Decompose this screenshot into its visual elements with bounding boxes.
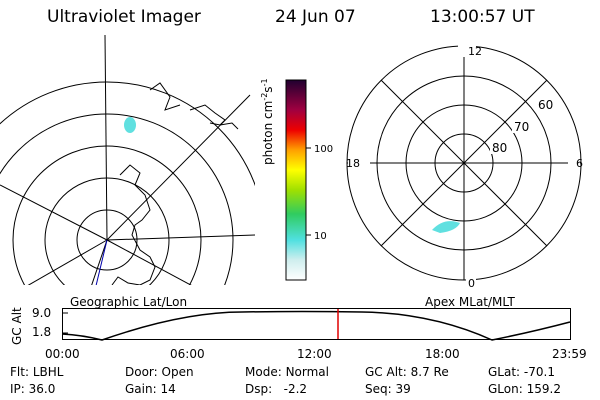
lon-line [106, 234, 255, 241]
emission-patch [432, 221, 460, 233]
lon-line [0, 184, 108, 241]
lat-circle [12, 145, 202, 285]
lon-line [104, 35, 108, 241]
mlt-label: 6 [576, 157, 583, 170]
lon-line [27, 239, 108, 285]
altitude-xtick: 12:00 [297, 347, 332, 361]
altitude-curve [62, 310, 571, 341]
continent-outline [149, 82, 181, 111]
lat-circle [44, 177, 170, 285]
altitude-ytick: 9.0 [32, 306, 52, 320]
info-gain: Gain: 14 [125, 382, 176, 396]
continent-outline [189, 104, 226, 126]
magnetic-polar-plot: 12 18 6 0 60 70 80 [346, 45, 583, 290]
altitude-xtick: 18:00 [425, 347, 460, 361]
geographic-map [0, 35, 255, 285]
info-mode: Mode: Normal [245, 365, 329, 379]
continent-outline [111, 164, 156, 285]
right-map-caption: Apex MLat/MLT [425, 295, 515, 309]
colorbar: 100 10 [285, 79, 333, 281]
info-glat: GLat: -70.1 [488, 365, 555, 379]
app-title: Ultraviolet Imager [47, 7, 201, 27]
info-seq: Seq: 39 [365, 382, 411, 396]
altitude-plot [62, 308, 571, 341]
left-map-caption: Geographic Lat/Lon [70, 295, 188, 309]
lat-circle [0, 81, 255, 187]
altitude-xtick: 23:59 [552, 347, 587, 361]
mlt-label: 0 [468, 277, 475, 290]
lat-circle [0, 113, 234, 285]
info-glon: GLon: 159.2 [488, 382, 561, 396]
mlt-label: 18 [346, 157, 360, 170]
info-gc-alt: GC Alt: 8.7 Re [365, 365, 449, 379]
altitude-ylabel: GC Alt [10, 307, 24, 345]
lon-line [91, 239, 108, 285]
info-flt: Flt: LBHL [10, 365, 64, 379]
date-label: 24 Jun 07 [275, 7, 356, 27]
info-door: Door: Open [125, 365, 194, 379]
colorbar-unit: photon cm-2s-1 [260, 78, 275, 165]
mlat-label: 80 [492, 141, 507, 155]
altitude-xtick: 06:00 [170, 347, 205, 361]
meridian-line [95, 239, 108, 285]
altitude-xtick: 00:00 [45, 347, 80, 361]
emission-patch [124, 117, 136, 133]
info-ip: IP: 36.0 [10, 382, 56, 396]
continent-outline [219, 122, 239, 130]
colorbar-tick: 10 [314, 231, 327, 242]
colorbar-gradient [285, 79, 307, 281]
altitude-ytick: 1.8 [32, 325, 52, 339]
mlat-label: 60 [538, 98, 553, 112]
lon-line [106, 94, 251, 241]
colorbar-tick: 100 [314, 144, 333, 155]
mlat-label: 70 [514, 120, 529, 134]
mlt-label: 12 [468, 45, 482, 58]
time-label: 13:00:57 UT [430, 7, 535, 27]
info-dsp: Dsp: -2.2 [245, 382, 308, 396]
